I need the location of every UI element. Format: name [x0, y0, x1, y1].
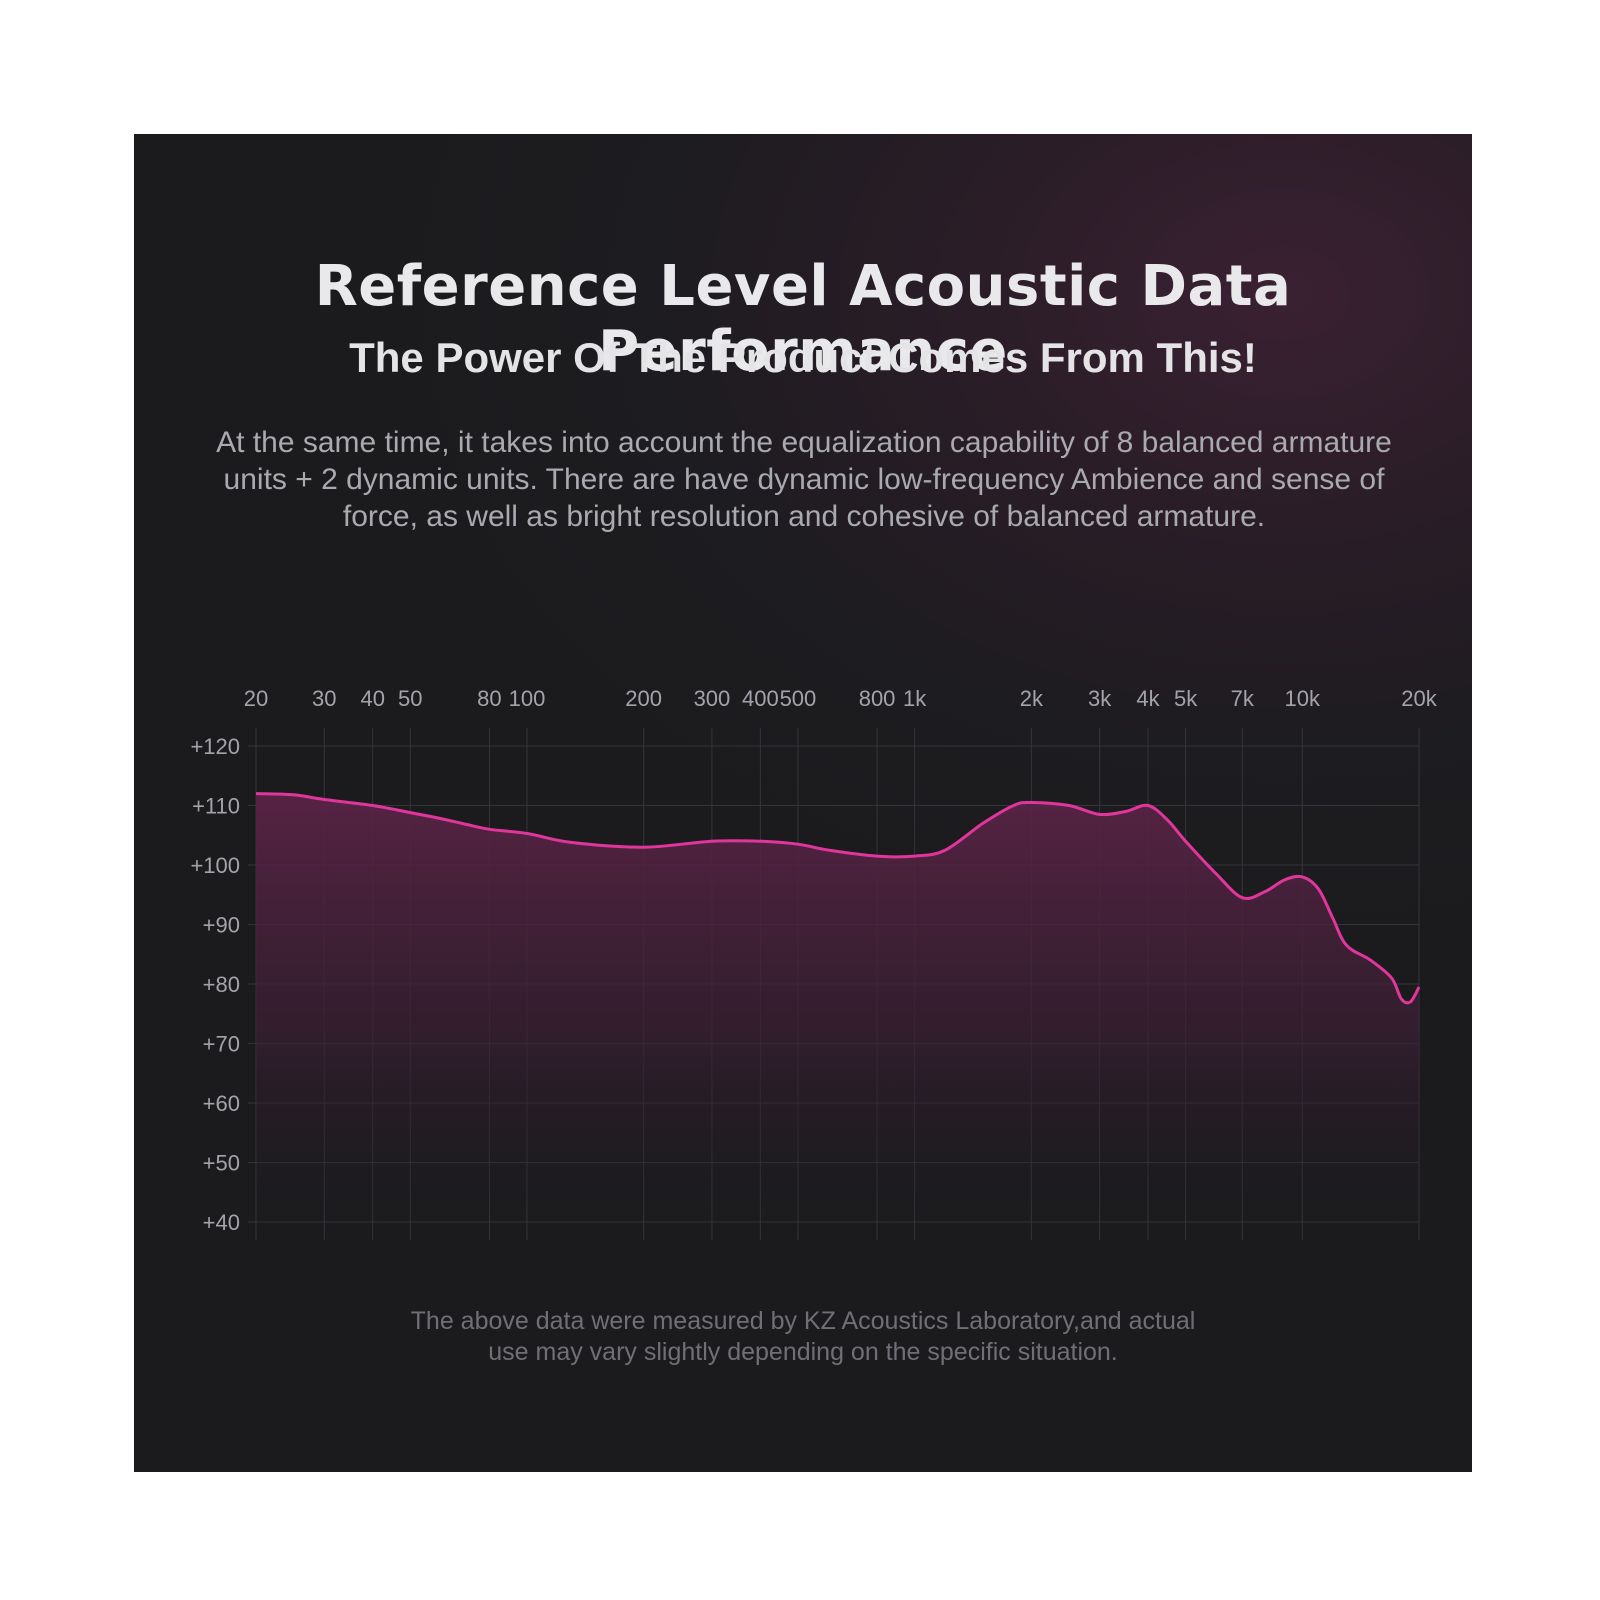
x-tick-label: 20 — [244, 686, 268, 711]
x-tick-label: 4k — [1136, 686, 1160, 711]
x-tick-label: 40 — [360, 686, 384, 711]
page-subtitle: The Power Of The Product Comes From This… — [349, 334, 1257, 381]
y-tick-label: +110 — [192, 794, 240, 819]
y-tick-labels: +120 +110 +100 +90 +80 +70 +60 +50 +40 — [190, 734, 240, 1235]
y-tick-label: +120 — [190, 734, 240, 759]
x-tick-label: 7k — [1231, 686, 1255, 711]
x-tick-label: 300 — [694, 686, 731, 711]
x-tick-label: 800 — [859, 686, 896, 711]
footnote-line-1: The above data were measured by KZ Acous… — [410, 1307, 1196, 1335]
y-tick-label: +60 — [203, 1091, 240, 1116]
x-tick-label: 100 — [509, 686, 546, 711]
x-tick-label: 80 — [477, 686, 501, 711]
page-title: Reference Level Acoustic Data Performanc… — [314, 254, 1292, 384]
y-tick-label: +80 — [203, 972, 240, 997]
y-tick-label: +90 — [203, 913, 240, 938]
x-tick-label: 2k — [1020, 686, 1044, 711]
y-tick-label: +70 — [203, 1032, 240, 1057]
x-tick-label: 30 — [312, 686, 336, 711]
response-area-fill — [256, 793, 1419, 1240]
x-tick-label: 5k — [1174, 686, 1198, 711]
y-tick-label: +40 — [203, 1210, 240, 1235]
y-tick-label: +100 — [190, 853, 240, 878]
x-tick-label: 500 — [780, 686, 817, 711]
x-tick-label: 10k — [1285, 686, 1321, 711]
footnote-line-2: use may vary slightly depending on the s… — [488, 1338, 1118, 1366]
y-tick-label: +50 — [203, 1151, 240, 1176]
chart-panel: Reference Level Acoustic Data Performanc… — [134, 134, 1472, 1472]
description-text: At the same time, it takes into account … — [216, 426, 1392, 533]
x-tick-labels: 20 30 40 50 80 100 200 300 400 500 800 1k 2k 3k 4k 5k 7k… — [244, 686, 1438, 711]
response-curve-line — [255, 792, 1421, 1005]
x-tick-label: 20k — [1401, 686, 1437, 711]
x-tick-label: 50 — [398, 686, 422, 711]
x-tick-label: 1k — [903, 686, 927, 711]
x-tick-label: 400 — [742, 686, 779, 711]
x-tick-label: 3k — [1088, 686, 1112, 711]
measurement-footnote: The above data were measured by KZ Acous… — [334, 1306, 1272, 1368]
x-tick-label: 200 — [625, 686, 662, 711]
frequency-response-chart: 20 30 40 50 80 100 200 300 400 500 800 1k 2k 3k 4k 5k 7k… — [190, 686, 1438, 1240]
